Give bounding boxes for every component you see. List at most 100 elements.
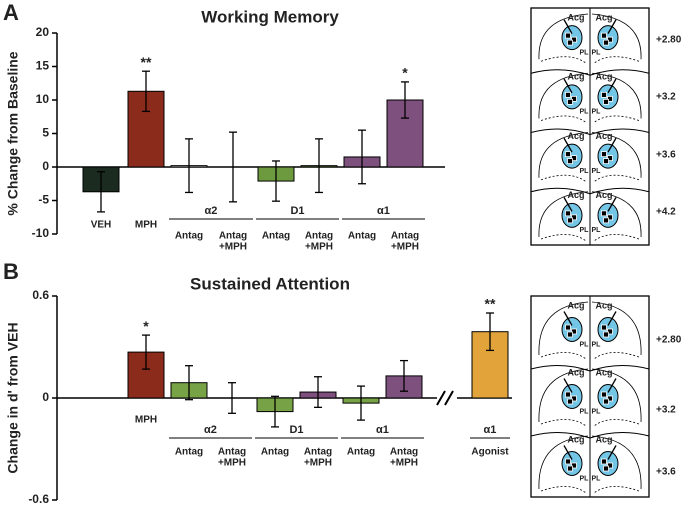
x-tick-label: +MPH [218,458,246,469]
white-matter [540,115,640,123]
cannula-track [607,78,617,94]
cannula-tip [601,391,607,398]
region-label: Acg [567,131,584,141]
region-label: Acg [567,12,584,22]
white-matter [540,56,640,64]
cannula-tip [567,98,573,105]
cannula-tip [567,39,573,46]
x-tick-label: Antag [390,447,418,458]
y-tick-label: 20 [36,25,50,39]
axis-break [444,390,454,406]
x-tick-label: Antag [348,231,376,242]
cannula-tip [607,328,613,335]
x-tick-label: Antag [347,447,375,458]
y-tick-label: 10 [36,92,50,106]
cannula-tip [567,398,573,405]
x-tick-label: Antag [305,231,333,242]
section-divider [530,365,650,372]
x-tick-label: MPH [135,415,157,426]
region-label: Acg [567,72,584,82]
x-tick-label: Antag [261,447,289,458]
cannula-tip [601,91,607,98]
y-tick-label: 15 [36,59,50,73]
cannula-track [563,197,573,212]
cannula-tip [567,158,573,165]
group-label: α2 [205,205,218,217]
region-label: Acg [595,190,612,200]
x-tick-label: Antag [304,447,332,458]
white-matter [540,419,640,427]
cortex-outline [538,13,642,60]
region-label: PL [580,227,590,234]
cannula-tip [565,458,571,465]
cannula-tip [603,398,609,405]
cannula-tip [607,36,613,43]
group-label: α1 [377,205,390,217]
x-tick-label: +MPH [305,242,333,253]
level-label: +3.2 [656,92,676,103]
y-axis-label: Change in d' from VEH [5,322,21,473]
y-tick-label: -5 [38,193,49,207]
x-tick-label: Antag [262,231,290,242]
section-divider [530,187,650,195]
cannula-tip [571,328,577,335]
y-tick-label: -10 [32,226,50,240]
white-matter [540,352,640,360]
region-label: PL [580,168,590,175]
y-tick-label: 0 [42,159,49,173]
region-label: Acg [595,434,612,444]
x-tick-label: Antag [175,231,203,242]
cannula-tip [567,465,573,472]
group-label: D1 [290,205,304,217]
level-label: +3.6 [656,150,676,161]
cannula-tip [601,32,607,39]
cannula-tip [607,214,613,221]
region-label: PL [592,109,602,116]
cannula-track [563,19,573,34]
cannula-tip [565,32,571,39]
cannula-tip [567,217,573,224]
cannula-track [607,378,617,393]
x-tick-label: Antag [218,447,246,458]
white-matter [540,174,640,183]
region-label: Acg [567,434,584,444]
region-label: PL [592,227,602,234]
group-label: α1 [376,424,389,436]
cannula-tip [571,155,577,162]
region-label: PL [580,49,590,56]
cannula-tip [571,395,577,402]
cannula-tip [603,98,609,105]
cannula-tip [567,331,573,338]
level-label: +4.2 [656,207,676,218]
x-tick-label: VEH [91,220,112,231]
cannula-tip [601,458,607,465]
white-matter [540,486,640,494]
section-divider [530,432,650,439]
cannula-tip [601,210,607,217]
region-label: Acg [567,190,584,200]
significance-label: * [402,65,408,81]
x-tick-label: +MPH [304,458,332,469]
x-tick-label: +MPH [390,458,418,469]
cannula-tip [607,95,613,102]
significance-label: * [143,318,149,334]
region-label: Acg [567,367,584,377]
group-label: D1 [289,424,303,436]
region-label: PL [592,168,602,175]
cannula-track [607,445,617,460]
cannula-tip [571,36,577,43]
region-label: PL [580,408,590,415]
cannula-tip [601,151,607,158]
cannula-track [563,378,573,393]
region-label: Acg [567,300,584,310]
chart-title: Working Memory [201,7,339,26]
cannula-track [563,78,573,94]
cannula-tip [603,331,609,338]
region-label: PL [580,475,590,482]
region-label: PL [580,341,590,348]
chart-title: Sustained Attention [190,274,350,293]
cannula-tip [603,39,609,46]
panel-label: B [3,259,19,284]
level-label: +2.80 [656,35,682,46]
